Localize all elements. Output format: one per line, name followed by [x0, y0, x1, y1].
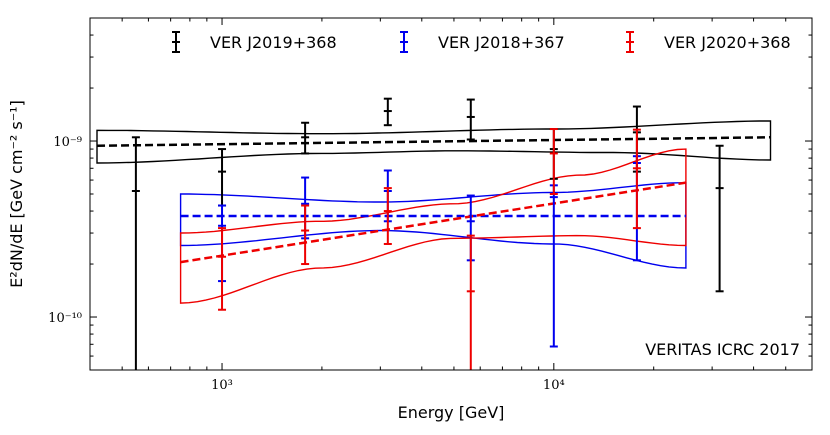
- data-points: [131, 97, 724, 370]
- legend-marker-2: [626, 31, 634, 53]
- y-tick-label-0: 10⁻¹⁰: [48, 311, 82, 326]
- legend-entry-2: VER J2020+368: [626, 31, 791, 53]
- x-tick-label-0: 10³: [211, 378, 233, 393]
- fit-line-2: [180, 181, 687, 264]
- x-axis-title: Energy [GeV]: [398, 403, 505, 422]
- data-point-0-0: [131, 136, 140, 370]
- band-0: [96, 120, 772, 164]
- legend-entry-1: VER J2018+367: [400, 31, 565, 53]
- band-2: [179, 148, 687, 304]
- axis-ticks: 10³ 10⁴ 10⁻¹⁰ 10⁻⁹: [48, 17, 813, 393]
- data-point-2-0: [218, 227, 227, 311]
- legend-marker-1: [400, 31, 408, 53]
- y-tick-label-1: 10⁻⁹: [53, 135, 82, 150]
- data-point-2-1: [301, 204, 310, 266]
- data-point-2-3: [466, 234, 475, 370]
- legend-marker-0: [172, 31, 180, 53]
- confidence-bands: [96, 120, 772, 304]
- data-point-0-3: [383, 97, 392, 127]
- band-1: [179, 181, 687, 269]
- data-point-2-5: [632, 128, 641, 230]
- data-point-0-7: [715, 144, 724, 293]
- y-axis-title: E²dN/dE [GeV cm⁻² s⁻¹]: [7, 100, 26, 288]
- legend-entry-0: VER J2019+368: [172, 31, 337, 53]
- legend: VER J2019+368 VER J2018+367 VER J2020+36…: [172, 31, 791, 53]
- x-tick-label-1: 10⁴: [543, 378, 565, 393]
- data-point-0-2: [301, 121, 310, 155]
- legend-label-0: VER J2019+368: [210, 33, 337, 52]
- data-point-2-4: [549, 128, 558, 195]
- fit-line-0: [97, 136, 771, 147]
- data-point-2-2: [383, 187, 392, 245]
- legend-label-1: VER J2018+367: [438, 33, 565, 52]
- data-point-0-4: [466, 98, 475, 141]
- legend-label-2: VER J2020+368: [664, 33, 791, 52]
- fit-lines: [97, 136, 771, 264]
- chart-annotation: VERITAS ICRC 2017: [645, 340, 800, 359]
